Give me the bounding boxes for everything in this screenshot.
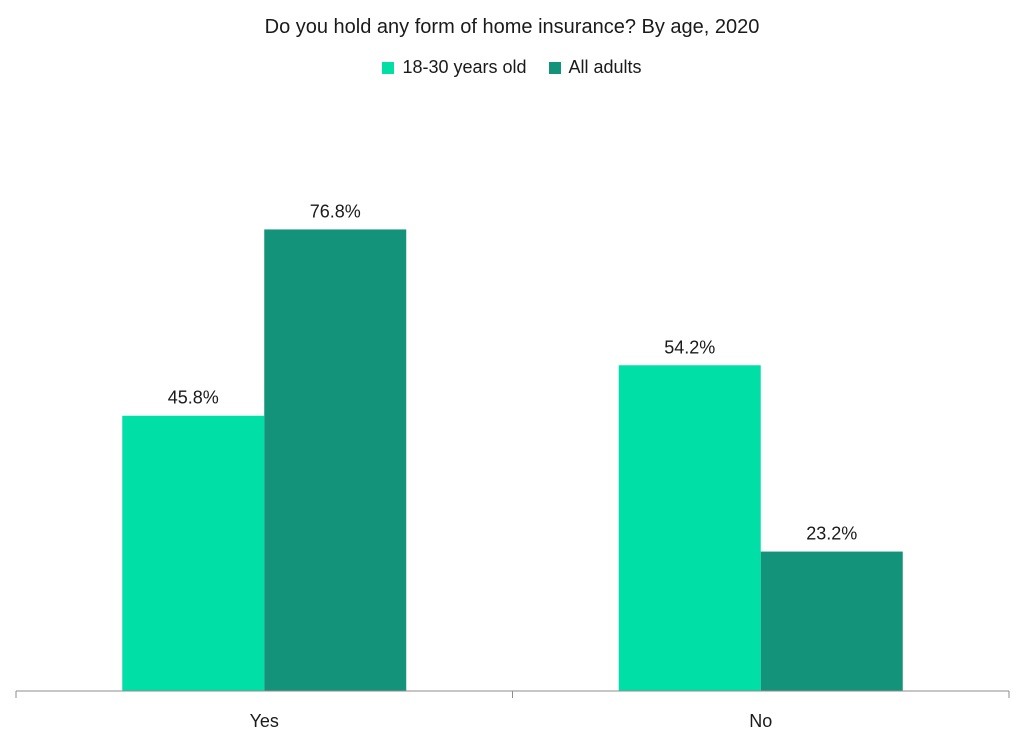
legend-label-18-30: 18-30 years old xyxy=(402,57,527,77)
legend-label-all-adults: All adults xyxy=(568,57,642,77)
bar-no-series-1 xyxy=(760,551,903,691)
x-tick-label-no: No xyxy=(749,711,772,731)
bar-yes-series-0 xyxy=(122,415,265,691)
data-label-yes-series-0: 45.8% xyxy=(168,388,219,408)
bar-yes-series-1 xyxy=(264,229,407,691)
data-label-no-series-1: 23.2% xyxy=(806,524,857,544)
chart-title: Do you hold any form of home insurance? … xyxy=(264,16,760,38)
bar-no-series-0 xyxy=(618,365,761,691)
legend-swatch-18-30 xyxy=(382,61,395,74)
legend-item-all-adults: All adults xyxy=(548,57,642,78)
legend-swatch-all-adults xyxy=(548,61,561,74)
data-label-no-series-0: 54.2% xyxy=(664,337,715,357)
x-tick-label-yes: Yes xyxy=(250,711,279,731)
data-label-yes-series-1: 76.8% xyxy=(310,201,361,221)
legend-item-18-30: 18-30 years old xyxy=(382,57,527,78)
legend: 18-30 years old All adults xyxy=(0,57,1024,78)
